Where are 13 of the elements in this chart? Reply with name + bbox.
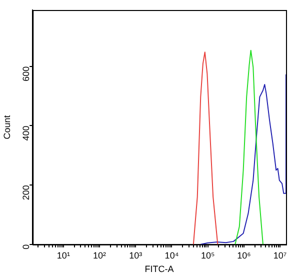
x-axis-title: FITC-A: [144, 264, 174, 274]
x-tick-label: 10⁵: [200, 250, 215, 260]
x-tick-label: 10³: [129, 250, 142, 260]
x-tick-label: 10¹: [56, 250, 70, 260]
y-tick-label: 200: [21, 185, 32, 200]
y-tick-label: 0: [21, 244, 32, 250]
y-tick-label: 400: [21, 126, 32, 141]
x-tick-label: 10⁶: [237, 250, 252, 260]
x-tick-label: 10⁷: [273, 250, 287, 260]
y-tick-label: 600: [21, 66, 32, 82]
x-tick-label: 10⁴: [164, 250, 179, 260]
y-axis-title: Count: [2, 114, 12, 140]
x-tick-label: 10²: [93, 250, 106, 260]
